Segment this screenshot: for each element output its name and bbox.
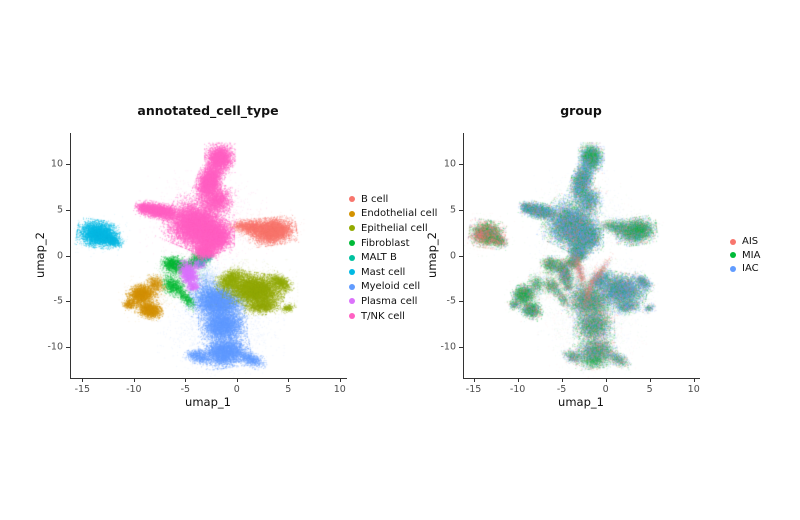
x-tick-label: -10	[126, 384, 142, 395]
legend-swatch-icon	[349, 225, 355, 232]
legend-swatch-icon	[349, 283, 355, 290]
axis-frame-right	[463, 133, 700, 379]
legend-item: Endothelial cell	[349, 207, 437, 222]
x-tick-label: -15	[74, 384, 91, 395]
legend-label: Mast cell	[361, 266, 406, 278]
legend-item: T/NK cell	[349, 309, 437, 324]
x-axis-label-right: umap_1	[558, 395, 604, 409]
legend-swatch-icon	[730, 238, 736, 245]
y-tick-label: 0	[449, 250, 456, 261]
umap-scatter-canvas-left	[70, 133, 346, 378]
y-tick-label: 0	[56, 250, 63, 261]
legend-item: Mast cell	[349, 265, 437, 280]
x-tick-label: 5	[646, 384, 653, 395]
legend-swatch-icon	[349, 313, 355, 320]
y-tick-label: 5	[449, 204, 456, 216]
y-tick-mark	[459, 209, 463, 211]
legend-label: AIS	[742, 236, 759, 248]
legend-label: Endothelial cell	[361, 208, 438, 220]
legend-item: MIA	[730, 249, 760, 263]
x-tick-mark	[605, 378, 607, 382]
legend-label: IAC	[742, 263, 759, 275]
legend-swatch-icon	[730, 252, 736, 259]
y-tick-label: -10	[47, 341, 63, 353]
legend-swatch-icon	[349, 298, 355, 305]
legend-label: Epithelial cell	[361, 222, 428, 234]
y-tick-mark	[459, 346, 463, 348]
x-tick-label: -5	[180, 384, 191, 395]
axis-frame-left	[70, 133, 347, 379]
legend-swatch-icon	[349, 210, 355, 217]
x-axis-label-left: umap_1	[185, 395, 231, 409]
legend-swatch-icon	[349, 254, 355, 261]
x-tick-mark	[133, 378, 135, 382]
y-tick-label: 10	[443, 158, 456, 170]
legend-label: Fibroblast	[361, 237, 410, 249]
x-tick-mark	[185, 378, 187, 382]
legend-label: B cell	[361, 193, 389, 205]
x-tick-mark	[236, 378, 238, 382]
x-tick-label: 10	[333, 384, 346, 395]
legend-label: Myeloid cell	[361, 281, 421, 293]
legend-item: Myeloid cell	[349, 280, 437, 295]
legend-group: AIS MIA IAC	[730, 235, 760, 276]
legend-swatch-icon	[349, 240, 355, 247]
x-tick-mark	[339, 378, 341, 382]
legend-item: AIS	[730, 235, 760, 249]
y-tick-mark	[459, 301, 463, 303]
y-tick-mark	[66, 346, 70, 348]
x-tick-label: 0	[602, 384, 609, 395]
x-tick-label: 0	[233, 384, 240, 395]
legend-item: MALT B	[349, 250, 437, 265]
x-tick-mark	[561, 378, 563, 382]
legend-label: T/NK cell	[361, 310, 405, 322]
umap-scatter-canvas-right	[463, 133, 699, 378]
legend-label: MALT B	[361, 252, 397, 264]
x-tick-label: 10	[687, 384, 700, 395]
y-tick-label: -10	[440, 341, 456, 353]
x-tick-label: -5	[556, 384, 567, 395]
y-tick-label: -5	[53, 295, 63, 307]
x-tick-mark	[517, 378, 519, 382]
legend-swatch-icon	[730, 265, 736, 272]
x-tick-mark	[693, 378, 695, 382]
legend-annotated-cell-type: B cell Endothelial cell Epithelial cell Fib…	[349, 192, 437, 323]
y-tick-label: 10	[50, 158, 63, 170]
y-tick-mark	[66, 209, 70, 211]
x-tick-mark	[649, 378, 651, 382]
legend-item: Fibroblast	[349, 236, 437, 251]
legend-swatch-icon	[349, 269, 355, 276]
y-tick-mark	[459, 164, 463, 166]
y-tick-mark	[459, 255, 463, 257]
legend-swatch-icon	[349, 196, 355, 203]
legend-item: IAC	[730, 262, 760, 276]
x-tick-label: -10	[509, 384, 526, 395]
x-tick-mark	[473, 378, 475, 382]
plot-title-group: group	[560, 103, 602, 118]
x-tick-label: -15	[465, 384, 482, 395]
y-tick-label: -5	[446, 295, 456, 307]
x-tick-mark	[288, 378, 290, 382]
legend-item: B cell	[349, 192, 437, 207]
y-tick-mark	[66, 301, 70, 303]
y-tick-mark	[66, 255, 70, 257]
y-tick-mark	[66, 164, 70, 166]
legend-label: MIA	[742, 249, 761, 261]
x-tick-mark	[82, 378, 84, 382]
x-tick-label: 5	[285, 384, 292, 395]
legend-label: Plasma cell	[361, 295, 418, 307]
legend-item: Epithelial cell	[349, 221, 437, 236]
legend-item: Plasma cell	[349, 294, 437, 309]
plot-title-annotated-cell-type: annotated_cell_type	[137, 103, 279, 118]
y-tick-label: 5	[56, 204, 63, 216]
